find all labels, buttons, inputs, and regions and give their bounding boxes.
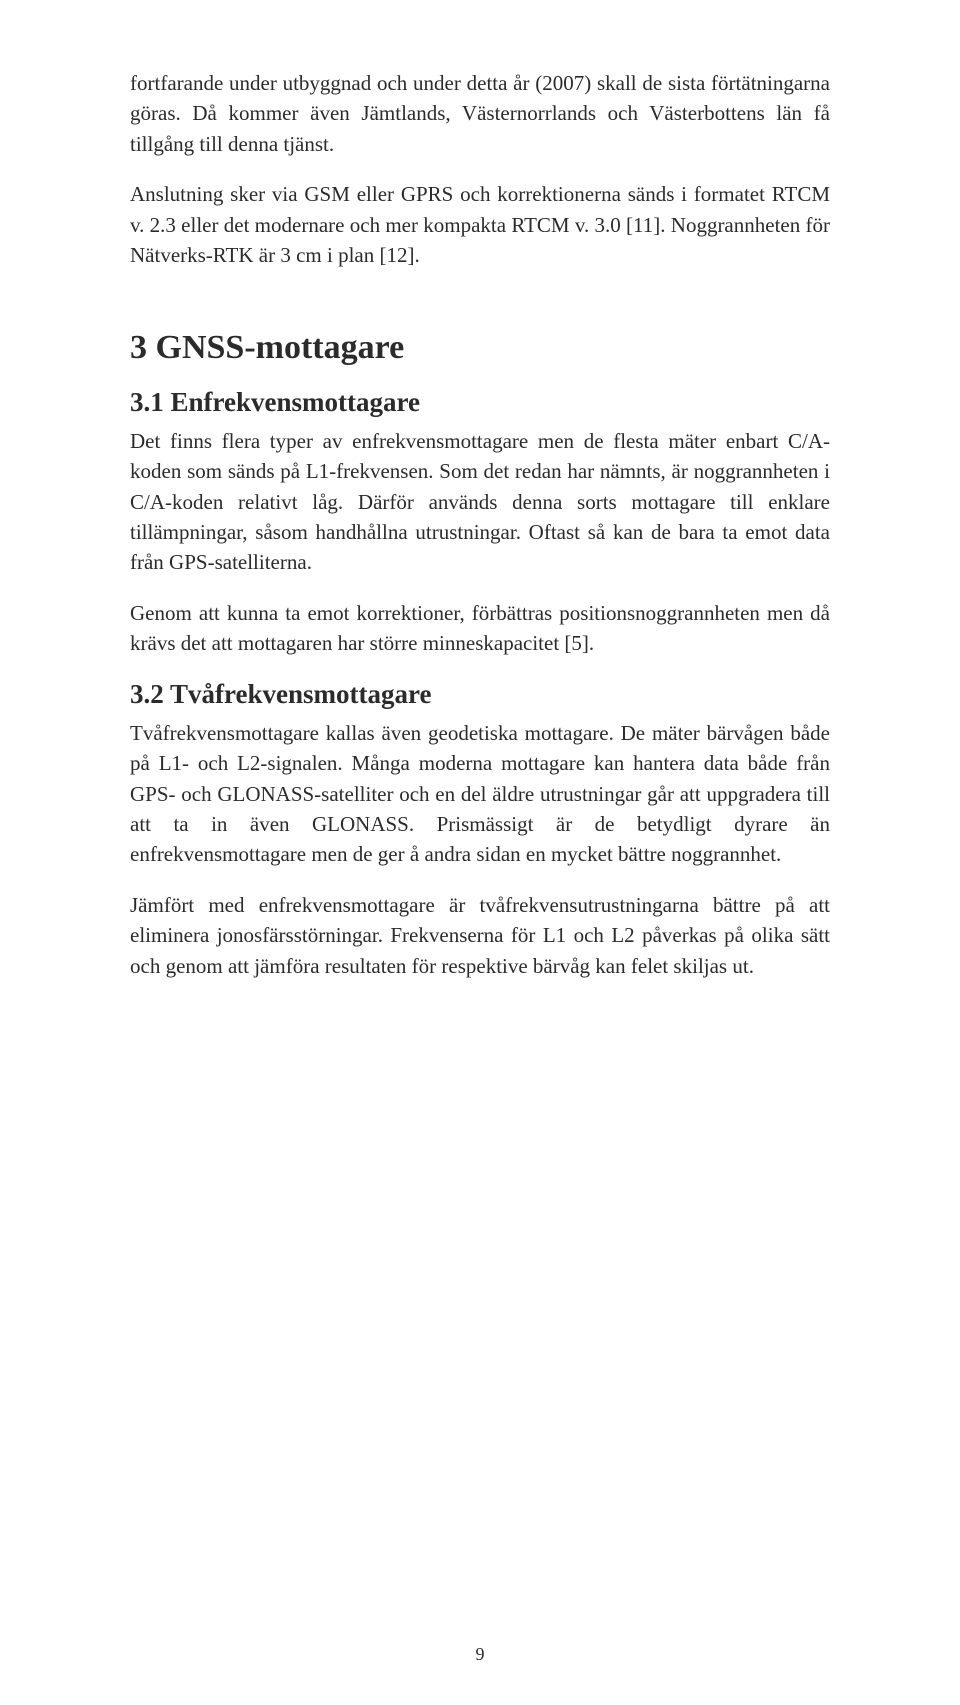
document-page: fortfarande under utbyggnad och under de…: [0, 0, 960, 1705]
chapter-3-heading: 3 GNSS-mottagare: [130, 329, 830, 367]
intro-paragraph-1: fortfarande under utbyggnad och under de…: [130, 68, 830, 159]
section-3-1-heading: 3.1 Enfrekvensmottagare: [130, 387, 830, 418]
section-3-2-heading: 3.2 Tvåfrekvensmottagare: [130, 679, 830, 710]
section-3-2-paragraph-2: Jämfört med enfrekvensmottagare är tvåfr…: [130, 890, 830, 981]
section-3-1-paragraph-2: Genom att kunna ta emot korrektioner, fö…: [130, 598, 830, 659]
section-3-2-paragraph-1: Tvåfrekvensmottagare kallas även geodeti…: [130, 718, 830, 870]
page-number: 9: [0, 1644, 960, 1665]
section-3-1-paragraph-1: Det finns flera typer av enfrekvensmotta…: [130, 426, 830, 578]
intro-paragraph-2: Anslutning sker via GSM eller GPRS och k…: [130, 179, 830, 270]
